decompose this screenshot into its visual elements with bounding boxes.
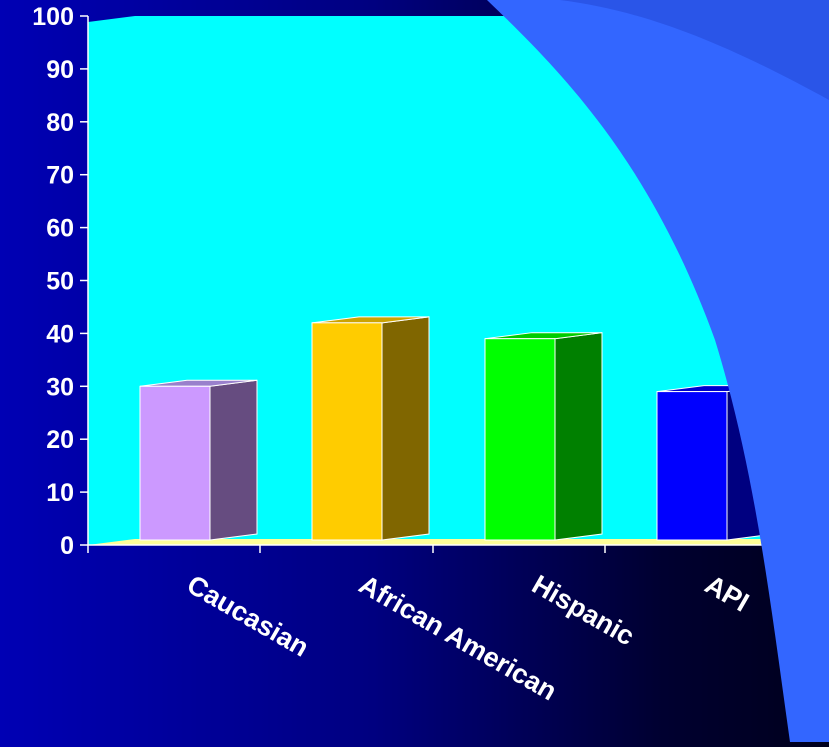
floor-band: [88, 539, 829, 545]
bar-side: [381, 316, 430, 541]
page-curl-decoration: [487, 0, 829, 742]
bar-side: [209, 379, 258, 541]
y-tick-label: 100: [32, 3, 74, 31]
y-tick-label: 60: [46, 215, 74, 243]
x-tick-label: Hispanic: [527, 569, 639, 651]
y-tick-label: 40: [46, 320, 74, 348]
y-tick-label: 90: [46, 56, 74, 84]
bar-caucasian: [139, 379, 258, 541]
bar-front: [311, 322, 383, 541]
bar-african-american: [311, 316, 430, 541]
chart-floor: [88, 539, 829, 545]
y-tick-label: 0: [60, 532, 74, 560]
page-curl: [487, 0, 829, 742]
y-tick-label: 70: [46, 162, 74, 190]
y-tick-label: 10: [46, 479, 74, 507]
y-tick-label: 30: [46, 373, 74, 401]
bar-front: [656, 391, 728, 541]
y-tick-label: 20: [46, 426, 74, 454]
x-tick-label: API: [700, 569, 754, 617]
bar-hispanic: [484, 332, 603, 541]
x-tick-label: Caucasian: [182, 569, 314, 663]
page-curl-fold: [560, 0, 829, 100]
bars: [139, 316, 775, 541]
bar-front: [139, 385, 211, 541]
y-tick-label: 80: [46, 109, 74, 137]
y-tick-label: 50: [46, 268, 74, 296]
y-axis: 0 10 20 30 40 50 60 70 80 90 100: [32, 3, 829, 560]
bar-side: [554, 332, 603, 541]
bar-front: [484, 338, 556, 541]
